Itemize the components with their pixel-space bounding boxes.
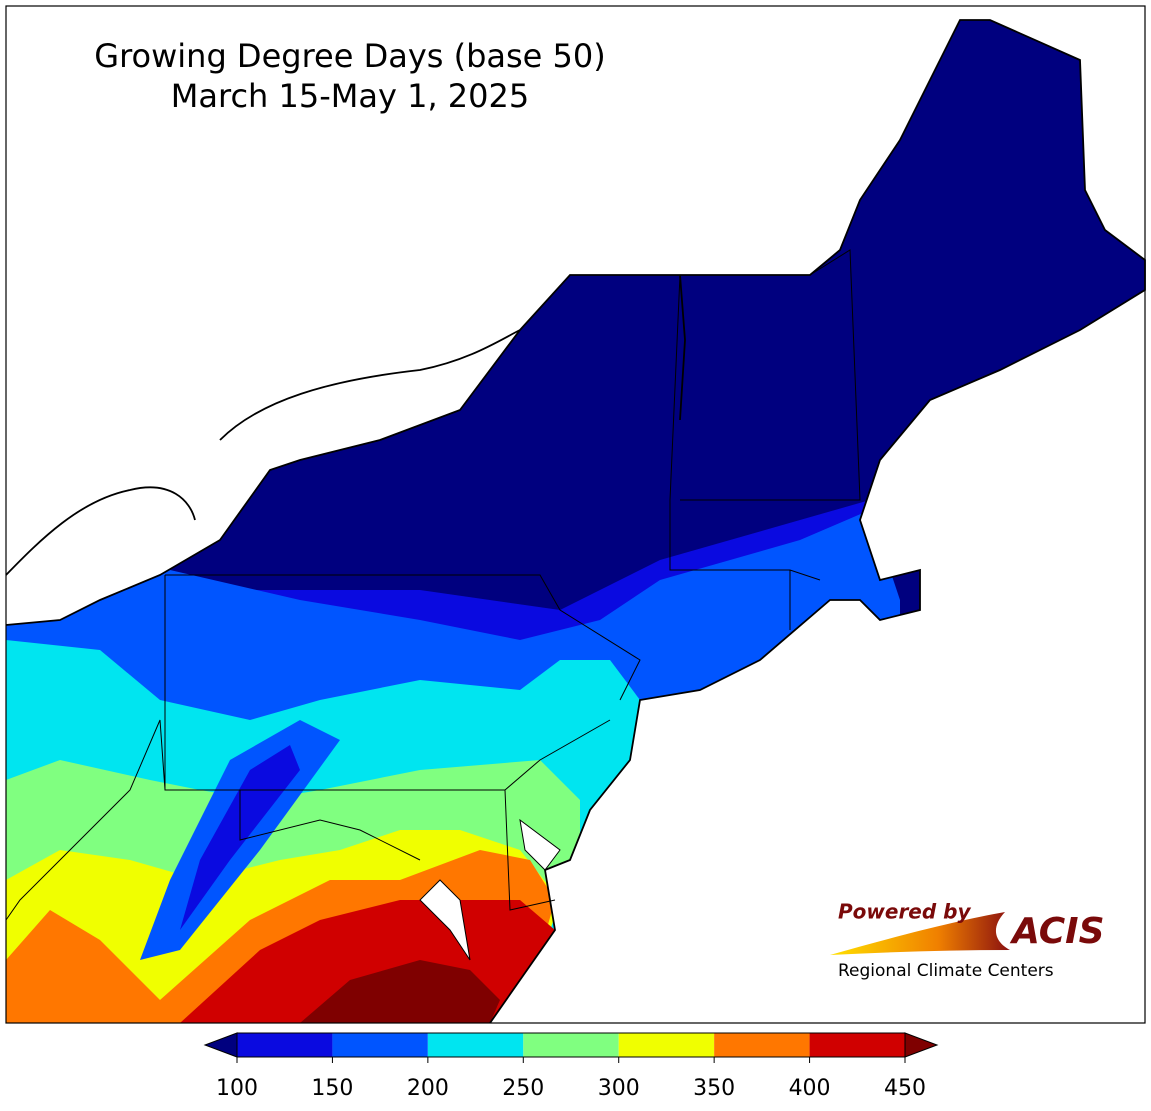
colorbar-tick-label: 200 xyxy=(407,1076,449,1101)
chesapeake-bay xyxy=(419,879,471,961)
colorbar-over xyxy=(904,1032,939,1058)
colorbar-tick-label: 300 xyxy=(598,1076,640,1101)
colorbar-tick-label: 250 xyxy=(502,1076,544,1101)
logo-swoosh xyxy=(830,912,1010,955)
colorbar-tick-label: 350 xyxy=(693,1076,735,1101)
colorbar-segment xyxy=(332,1033,428,1057)
colorbar: 100 150 200 250 300 350 400 450 xyxy=(203,1032,939,1101)
colorbar-segment xyxy=(523,1033,619,1057)
logo-tagline: Regional Climate Centers xyxy=(838,961,1054,981)
region xyxy=(300,960,500,1023)
logo-powered-by: Powered by xyxy=(838,900,971,924)
colorbar-segment xyxy=(809,1033,905,1057)
colorbar-tick-label: 450 xyxy=(884,1076,926,1101)
colorbar-tick-label: 100 xyxy=(216,1076,258,1101)
colorbar-under xyxy=(203,1032,238,1058)
colorbar-segment xyxy=(714,1033,810,1057)
map-subtitle: March 15-May 1, 2025 xyxy=(171,77,529,115)
map xyxy=(5,5,1146,1024)
colorbar-segment xyxy=(237,1033,333,1057)
colorbar-tick-label: 400 xyxy=(789,1076,831,1101)
state-borders xyxy=(5,249,861,921)
logo-name: ACIS xyxy=(1009,911,1105,952)
colorbar-segment xyxy=(427,1033,524,1057)
map-title: Growing Degree Days (base 50) xyxy=(94,37,605,75)
logo: Powered by ACIS Regional Climate Centers xyxy=(830,900,1105,981)
colorbar-tick-label: 150 xyxy=(311,1076,353,1101)
colorbar-frame xyxy=(236,1032,906,1058)
map-frame xyxy=(5,5,1146,1024)
colorbar-segment xyxy=(618,1033,715,1057)
